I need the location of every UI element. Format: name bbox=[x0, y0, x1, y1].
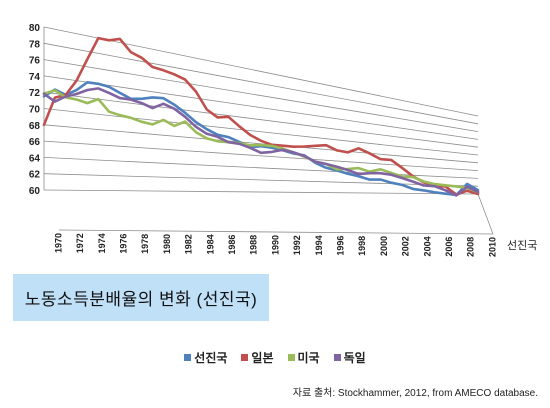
legend-label: 일본 bbox=[251, 351, 274, 365]
gridline-74 bbox=[43, 75, 479, 140]
y-tick-label-76: 76 bbox=[29, 56, 41, 67]
series-line--9bbb59 bbox=[42, 89, 480, 194]
legend: 선진국 일본 미국 독일 bbox=[0, 349, 550, 366]
x-tick-label-2002: 2002 bbox=[401, 236, 411, 256]
x-tick-label-1994: 1994 bbox=[314, 235, 324, 255]
y-tick-label-64: 64 bbox=[29, 153, 41, 164]
gridline-64 bbox=[43, 157, 479, 179]
gridline-76 bbox=[43, 59, 479, 132]
y-tick-label-62: 62 bbox=[29, 170, 41, 181]
legend-item-0: 선진국 bbox=[184, 349, 227, 366]
gridline-70 bbox=[43, 108, 479, 156]
x-tick-label-1998: 1998 bbox=[357, 236, 367, 256]
legend-item-3: 독일 bbox=[333, 349, 366, 366]
y-tick-label-66: 66 bbox=[29, 137, 41, 148]
chart-grid bbox=[43, 26, 494, 235]
gridline-62 bbox=[43, 173, 479, 187]
x-tick-label-1976: 1976 bbox=[118, 234, 128, 254]
floor-front-edge bbox=[58, 229, 494, 235]
x-tick-label-1972: 1972 bbox=[75, 233, 85, 253]
gridline-78 bbox=[43, 42, 479, 125]
legend-label: 독일 bbox=[343, 351, 366, 365]
x-tick-label-1980: 1980 bbox=[162, 234, 172, 254]
y-tick-label-74: 74 bbox=[29, 72, 41, 83]
source-note: 자료 출처: Stockhammer, 2012, from AMECO dat… bbox=[292, 388, 538, 399]
legend-swatch bbox=[333, 354, 341, 361]
legend-swatch bbox=[241, 354, 249, 361]
y-tick-label-78: 78 bbox=[29, 39, 41, 50]
floor-side-edge bbox=[477, 193, 494, 235]
series-line--8064a2 bbox=[42, 87, 480, 197]
y-tick-label-72: 72 bbox=[29, 88, 41, 99]
x-tick-label-2006: 2006 bbox=[444, 237, 454, 257]
gridline-80 bbox=[43, 26, 479, 117]
x-tick-label-1992: 1992 bbox=[292, 235, 302, 255]
gridline-72 bbox=[43, 91, 479, 148]
chart-series bbox=[42, 36, 480, 197]
x-tick-label-1990: 1990 bbox=[270, 235, 280, 255]
y-tick-label-80: 80 bbox=[29, 23, 41, 34]
x-tick-label-1988: 1988 bbox=[249, 235, 259, 255]
x-tick-label-2008: 2008 bbox=[466, 237, 476, 257]
legend-swatch bbox=[287, 354, 295, 361]
legend-swatch bbox=[184, 354, 192, 361]
legend-label: 미국 bbox=[297, 351, 320, 365]
x-tick-label-1996: 1996 bbox=[335, 236, 345, 256]
y-tick-label-68: 68 bbox=[29, 121, 41, 132]
x-tick-label-1984: 1984 bbox=[205, 234, 215, 254]
y-tick-label-70: 70 bbox=[29, 105, 41, 116]
y-axis-ticks: 60 62 64 66 68 70 72 74 76 78 80 bbox=[29, 23, 41, 197]
x-tick-label-1982: 1982 bbox=[184, 234, 194, 254]
series-line--c0504d bbox=[42, 36, 480, 196]
x-tick-label-1974: 1974 bbox=[97, 233, 107, 253]
legend-label: 선진국 bbox=[194, 351, 228, 365]
x-tick-label-1970: 1970 bbox=[53, 233, 63, 253]
gridline-66 bbox=[43, 140, 479, 171]
x-tick-label-2004: 2004 bbox=[422, 236, 432, 256]
x-axis-ticks: 1970 1972 1974 1976 1978 1980 1982 1984 1986 1988… bbox=[53, 233, 497, 257]
x-tick-label-2010: 2010 bbox=[487, 237, 497, 257]
x-tick-label-1978: 1978 bbox=[140, 234, 150, 254]
x-tick-label-1986: 1986 bbox=[227, 235, 237, 255]
gridline-60 bbox=[43, 189, 479, 195]
chart-title: 노동소득분배율의 변화 (선진국) bbox=[13, 274, 269, 321]
x-tick-label-2000: 2000 bbox=[379, 236, 389, 256]
legend-item-1: 일본 bbox=[241, 349, 274, 366]
depth-axis-label: 선진국 bbox=[507, 239, 537, 252]
y-tick-label-60: 60 bbox=[29, 186, 41, 197]
legend-item-2: 미국 bbox=[287, 349, 320, 366]
